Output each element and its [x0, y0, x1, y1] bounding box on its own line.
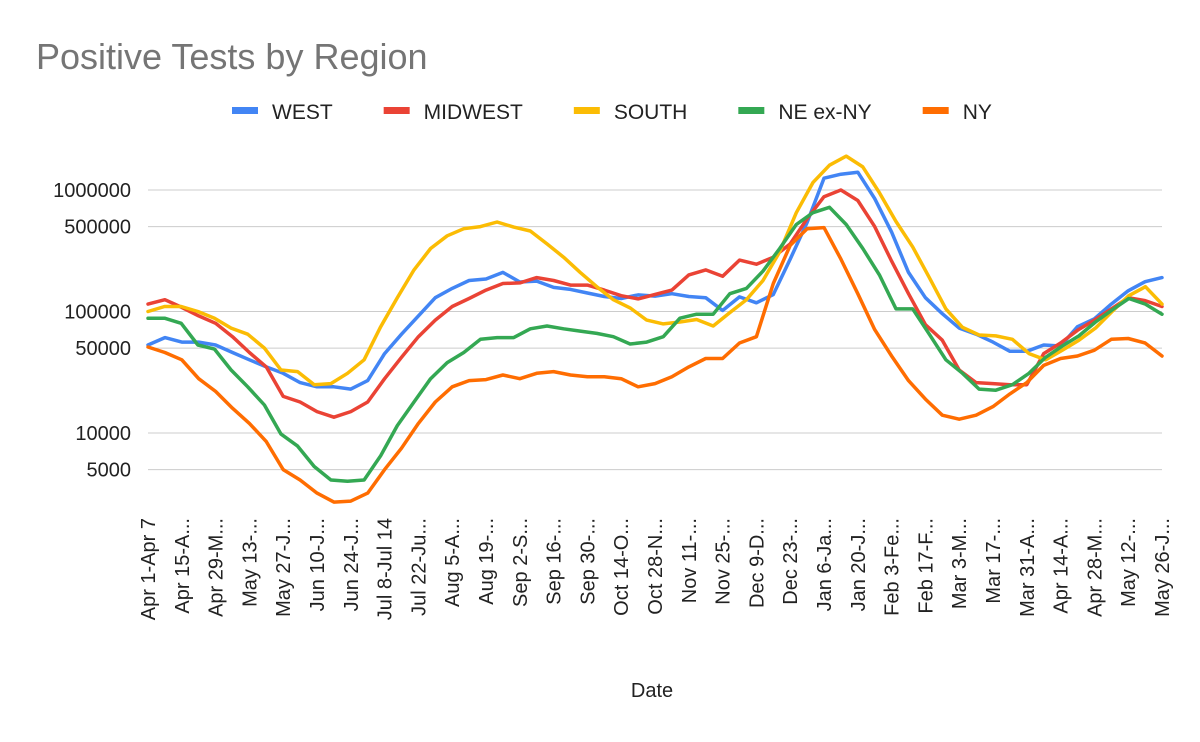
x-tick-label: Sep 30-...: [577, 518, 599, 605]
legend-swatch: [573, 107, 600, 114]
chart-title: Positive Tests by Region: [36, 36, 428, 77]
x-tick-label: Apr 1-Apr 7: [138, 518, 160, 620]
x-tick-label: Oct 28-N...: [645, 518, 667, 615]
x-tick-label: Jul 22-Ju...: [408, 518, 430, 616]
x-tick-label: Sep 16-...: [544, 518, 566, 605]
series-group: [146, 154, 1164, 504]
x-tick-label: Apr 28-M...: [1084, 518, 1106, 617]
series-line-west: [146, 170, 1164, 391]
legend-label: WEST: [272, 101, 333, 124]
series-line-ny: [146, 225, 1164, 504]
x-tick-label: Nov 11-...: [679, 518, 701, 603]
legend-label: NY: [963, 101, 992, 124]
legend: WEST MIDWEST SOUTH NE ex-NY NY: [232, 101, 992, 124]
y-tick-label: 50000: [75, 338, 131, 360]
y-axis: 5000 10000 50000 100000 500000 1000000: [53, 180, 131, 482]
x-tick-label: Aug 19-...: [476, 518, 498, 605]
x-tick-label: May 26-J...: [1152, 518, 1174, 617]
x-tick-label: Jan 20-J...: [848, 518, 870, 611]
legend-label: SOUTH: [614, 101, 688, 124]
series-line-midwest: [146, 188, 1164, 419]
x-tick-label: Aug 5-A...: [442, 518, 464, 607]
x-tick-label: Apr 15-A...: [172, 518, 194, 614]
y-tick-label: 100000: [64, 302, 131, 324]
x-tick-label: Jun 24-J...: [341, 518, 363, 611]
gridlines: [148, 189, 1162, 471]
legend-label: NE ex-NY: [778, 101, 871, 124]
x-tick-label: Oct 14-O...: [611, 518, 633, 616]
x-tick-label: Jul 8-Jul 14: [375, 518, 397, 620]
y-tick-label: 1000000: [53, 180, 131, 202]
legend-label: MIDWEST: [424, 101, 523, 124]
y-tick-label: 500000: [64, 217, 131, 239]
x-tick-label: May 12-...: [1118, 518, 1140, 607]
x-axis-title: Date: [631, 680, 673, 702]
legend-swatch: [383, 107, 410, 114]
x-tick-label: Apr 29-M...: [206, 518, 228, 617]
y-tick-label: 5000: [87, 460, 132, 482]
legend-swatch: [922, 107, 949, 114]
x-tick-label: Feb 17-F...: [915, 518, 937, 614]
x-tick-label: Jun 10-J...: [307, 518, 329, 611]
x-tick-label: Nov 25-...: [713, 518, 735, 605]
series-line-ne-ex-ny: [146, 205, 1164, 484]
x-axis: Apr 1-Apr 7 Apr 15-A... Apr 29-M... May 13-…: [138, 518, 1174, 620]
x-tick-label: Apr 14-A...: [1051, 518, 1073, 614]
series-line-south: [146, 154, 1164, 387]
legend-swatch: [232, 107, 258, 114]
y-tick-label: 10000: [75, 423, 131, 445]
x-tick-label: Dec 9-D...: [746, 518, 768, 608]
x-tick-label: Sep 2-S...: [510, 518, 532, 607]
x-tick-label: Dec 23-...: [780, 518, 802, 605]
legend-swatch: [738, 107, 765, 114]
x-tick-label: Mar 31-A...: [1017, 518, 1039, 617]
x-tick-label: Mar 17-...: [983, 518, 1005, 604]
x-tick-label: May 27-J...: [273, 518, 295, 617]
x-tick-label: Mar 3-M...: [949, 518, 971, 609]
x-tick-label: Jan 6-Ja...: [814, 518, 836, 611]
x-tick-label: May 13-...: [239, 518, 261, 607]
x-tick-label: Feb 3-Fe...: [882, 518, 904, 616]
